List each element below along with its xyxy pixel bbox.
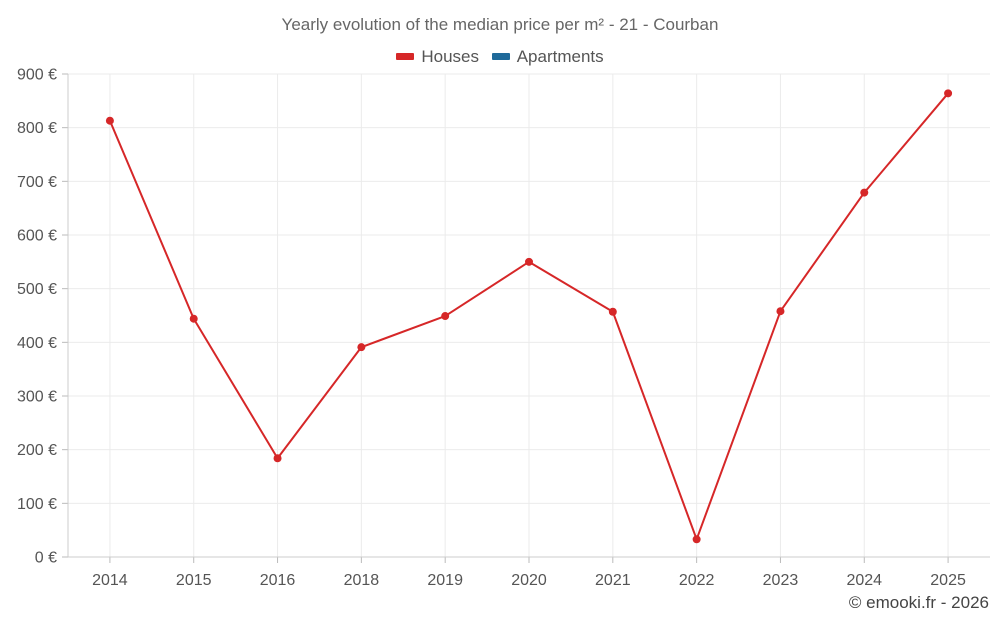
data-point-houses [944, 89, 953, 98]
legend-item-houses[interactable]: Houses [396, 47, 479, 67]
y-tick-label: 200 € [17, 442, 57, 459]
x-tick-label: 2025 [930, 572, 966, 589]
data-point-houses [357, 343, 366, 352]
data-point-houses [860, 188, 869, 197]
x-tick-label: 2015 [176, 572, 212, 589]
data-point-houses [692, 535, 701, 544]
data-point-houses [776, 307, 785, 316]
y-tick-label: 300 € [17, 389, 57, 406]
legend-swatch-apartments [491, 53, 510, 60]
chart-legend: Houses Apartments [0, 45, 1000, 67]
y-tick-label: 900 € [17, 67, 57, 84]
data-point-houses [525, 257, 533, 266]
legend-label-apartments: Apartments [516, 46, 604, 66]
x-tick-label: 2023 [763, 572, 799, 589]
data-point-houses [105, 116, 114, 125]
x-tick-label: 2024 [846, 572, 882, 589]
y-tick-label: 100 € [17, 496, 57, 513]
y-tick-label: 400 € [17, 335, 57, 352]
chart-title: Yearly evolution of the median price per… [281, 15, 719, 34]
x-tick-label: 2014 [92, 572, 128, 589]
data-point-houses [441, 312, 450, 321]
copyright-credit: © emooki.fr - 2026 [848, 593, 989, 612]
y-tick-label: 600 € [17, 228, 57, 245]
x-tick-label: 2018 [344, 572, 380, 589]
x-tick-label: 2019 [427, 572, 463, 589]
x-tick-label: 2022 [679, 572, 715, 589]
y-tick-label: 0 € [35, 550, 57, 567]
legend-swatch-houses [396, 53, 415, 60]
x-tick-label: 2021 [595, 572, 631, 589]
y-tick-label: 800 € [17, 120, 57, 137]
data-point-houses [189, 314, 198, 323]
x-tick-label: 2016 [260, 572, 296, 589]
data-point-houses [608, 307, 617, 316]
data-point-houses [273, 454, 282, 463]
legend-item-apartments[interactable]: Apartments [491, 46, 604, 67]
legend-label-houses: Houses [421, 46, 479, 66]
y-tick-label: 500 € [17, 281, 57, 298]
y-tick-label: 700 € [17, 174, 57, 191]
x-tick-label: 2020 [511, 572, 547, 589]
